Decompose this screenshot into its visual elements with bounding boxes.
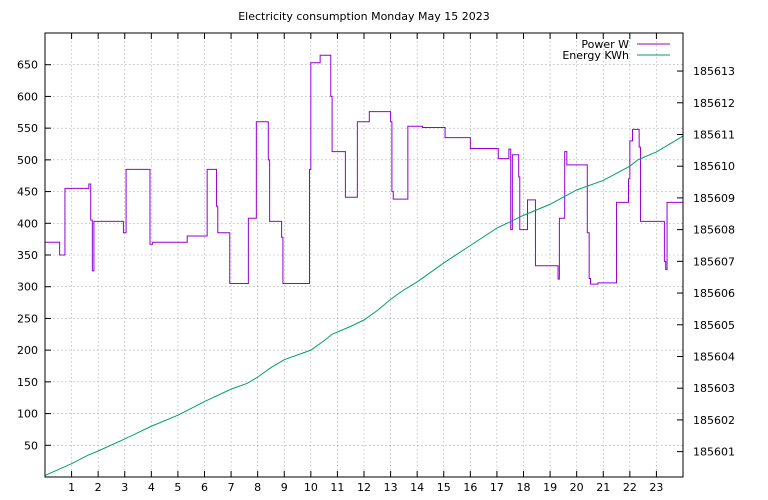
x-tick-label: 6 xyxy=(201,481,208,494)
x-tick-label: 1 xyxy=(68,481,75,494)
x-tick-label: 3 xyxy=(121,481,128,494)
x-tick-label: 21 xyxy=(596,481,610,494)
y2-tick-label: 185610 xyxy=(693,160,735,173)
y2-tick-label: 185612 xyxy=(693,97,735,110)
y-tick-label: 450 xyxy=(17,186,38,199)
x-tick-label: 11 xyxy=(330,481,344,494)
x-tick-label: 5 xyxy=(174,481,181,494)
y-tick-label: 500 xyxy=(17,154,38,167)
y-tick-label: 250 xyxy=(17,312,38,325)
y-tick-label: 200 xyxy=(17,344,38,357)
y2-tick-label: 185608 xyxy=(693,224,735,237)
x-tick-label: 15 xyxy=(437,481,451,494)
x-tick-label: 13 xyxy=(384,481,398,494)
y2-tick-label: 185603 xyxy=(693,382,735,395)
x-tick-label: 8 xyxy=(254,481,261,494)
grid xyxy=(45,33,683,477)
y-tick-label: 400 xyxy=(17,217,38,230)
x-tick-label: 4 xyxy=(148,481,155,494)
x-tick-label: 20 xyxy=(570,481,584,494)
y2-tick-label: 185606 xyxy=(693,287,735,300)
x-tick-label: 16 xyxy=(463,481,477,494)
series-line-power xyxy=(45,54,683,285)
x-tick-label: 18 xyxy=(517,481,531,494)
y-tick-label: 100 xyxy=(17,408,38,421)
y2-tick-label: 185611 xyxy=(693,128,735,141)
y2-tick-label: 185607 xyxy=(693,255,735,268)
x-tick-label: 19 xyxy=(543,481,557,494)
x-tick-label: 22 xyxy=(623,481,637,494)
y-tick-label: 50 xyxy=(24,439,38,452)
y2-tick-label: 185602 xyxy=(693,414,735,427)
y-tick-label: 650 xyxy=(17,59,38,72)
y-tick-label: 300 xyxy=(17,281,38,294)
x-tick-label: 2 xyxy=(95,481,102,494)
y2-tick-label: 185613 xyxy=(693,65,735,78)
y2-tick-label: 185609 xyxy=(693,192,735,205)
x-tick-label: 9 xyxy=(281,481,288,494)
x-tick-label: 14 xyxy=(410,481,424,494)
y-tick-label: 350 xyxy=(17,249,38,262)
x-tick-label: 10 xyxy=(304,481,318,494)
y-tick-label: 600 xyxy=(17,90,38,103)
plot-frame xyxy=(44,32,684,478)
series-line-energy xyxy=(44,135,684,476)
y-tick-label: 150 xyxy=(17,376,38,389)
y2-tick-label: 185604 xyxy=(693,350,735,363)
chart-title: Electricity consumption Monday May 15 20… xyxy=(238,10,490,23)
x-tick-label: 23 xyxy=(649,481,663,494)
y2-tick-label: 185601 xyxy=(693,446,735,459)
x-tick-label: 12 xyxy=(357,481,371,494)
series-lines xyxy=(44,54,684,476)
legend-label: Power W xyxy=(581,38,629,51)
y2-tick-label: 185605 xyxy=(693,319,735,332)
x-tick-label: 17 xyxy=(490,481,504,494)
legend-label: Energy KWh xyxy=(562,49,629,62)
ticks: 1 2 3 4 5 6 7 8 9 10 11 12 13 14 15 16 17 18 19 20 21 22 23501… xyxy=(17,33,735,494)
y-tick-label: 550 xyxy=(17,122,38,135)
x-tick-label: 7 xyxy=(228,481,235,494)
